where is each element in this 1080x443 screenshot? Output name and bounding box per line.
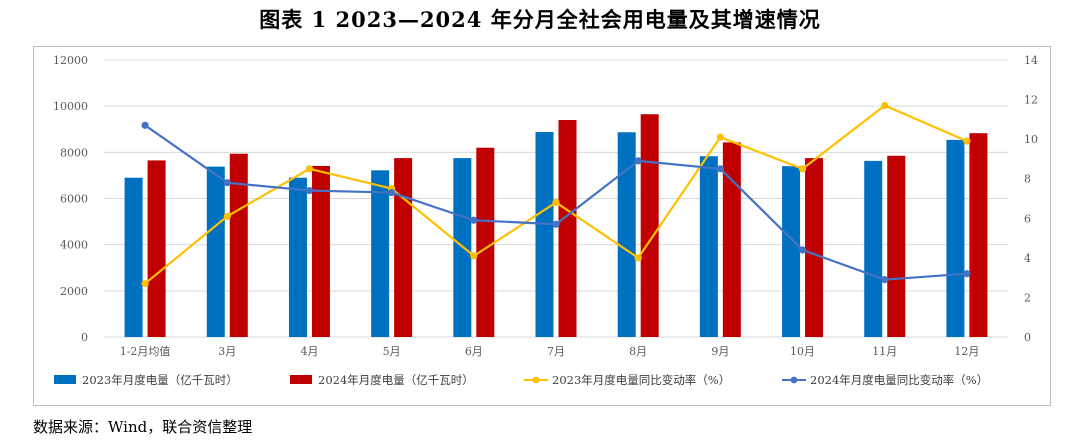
point-2023-growth	[798, 165, 807, 173]
x-tick-label: 9月	[711, 345, 729, 358]
point-2023-growth	[634, 254, 642, 262]
y-right-tick-label: 0	[1024, 331, 1031, 344]
y-right-tick-label: 10	[1024, 133, 1038, 146]
point-2023-growth	[552, 198, 560, 207]
y-right-tick-label: 6	[1024, 212, 1031, 225]
x-tick-label: 1-2月均值	[120, 345, 171, 358]
point-2023-growth	[141, 279, 149, 288]
x-tick-label: 6月	[465, 345, 483, 358]
legend-line-2023-label: 2023年月度电量同比变动率（%）	[552, 373, 730, 387]
legend-bar-2024-swatch	[290, 375, 312, 384]
point-2024-growth	[141, 121, 149, 129]
bar-2023	[371, 170, 390, 337]
point-2024-growth	[470, 216, 478, 224]
bar-2023	[617, 132, 636, 337]
y-left-tick-label: 10000	[53, 100, 88, 113]
bar-2024	[394, 158, 413, 337]
y-right-tick-label: 14	[1024, 54, 1038, 67]
x-tick-label: 8月	[629, 345, 647, 358]
bar-2023	[864, 160, 883, 337]
line-2023-growth	[144, 104, 968, 285]
bar-2024	[887, 155, 906, 337]
bar-2024	[558, 120, 577, 338]
legend-bar-2023-label: 2023年月度电量（亿千瓦时）	[82, 373, 238, 387]
point-2024-growth	[881, 276, 889, 284]
x-tick-label: 3月	[218, 345, 236, 358]
bar-2024	[147, 160, 166, 337]
y-right-tick-label: 2	[1024, 291, 1031, 304]
data-source-note: 数据来源：Wind，联合资信整理	[33, 418, 253, 436]
bar-2024	[805, 158, 824, 337]
bar-2024	[722, 142, 741, 337]
bar-2024	[640, 114, 659, 337]
bar-2023	[206, 166, 225, 337]
point-2024-growth	[223, 179, 231, 187]
bar-2023	[946, 139, 965, 337]
point-2024-growth	[552, 220, 560, 228]
bar-2024	[229, 153, 248, 337]
x-tick-label: 5月	[383, 345, 401, 358]
point-2024-growth	[634, 157, 642, 165]
bar-2023	[124, 177, 143, 337]
y-right-tick-label: 12	[1024, 94, 1038, 107]
chart-frame	[33, 46, 1051, 406]
y-left-tick-label: 6000	[60, 193, 88, 206]
point-2023-growth	[716, 133, 724, 141]
legend-line-2024-label: 2024年月度电量同比变动率（%）	[810, 373, 988, 387]
y-left-tick-label: 2000	[60, 285, 88, 298]
y-left-tick-label: 12000	[53, 54, 88, 67]
point-2023-growth	[881, 101, 889, 110]
y-left-tick-label: 4000	[60, 239, 88, 252]
point-2024-growth	[716, 165, 724, 173]
bar-2023	[288, 177, 307, 337]
bar-2023	[699, 156, 718, 337]
bar-2024	[311, 165, 330, 337]
chart-title: 图表 1 2023—2024 年分月全社会用电量及其增速情况	[259, 7, 821, 32]
point-2024-growth	[798, 246, 807, 254]
legend-line-2023-marker	[532, 376, 540, 384]
y-right-tick-label: 8	[1024, 173, 1031, 186]
bar-2023	[535, 132, 554, 337]
point-2023-growth	[223, 212, 231, 220]
point-2024-growth	[305, 186, 314, 195]
point-2023-growth	[470, 252, 478, 260]
x-tick-label: 12月	[954, 345, 979, 358]
point-2024-growth	[963, 270, 971, 278]
legend-bar-2023-swatch	[54, 375, 76, 384]
y-right-tick-label: 4	[1024, 252, 1031, 265]
x-tick-label: 10月	[790, 345, 815, 358]
x-tick-label: 7月	[547, 345, 565, 358]
legend-line-2024-marker	[790, 376, 798, 384]
bar-2024	[476, 147, 495, 337]
bar-2024	[969, 133, 988, 337]
point-2023-growth	[963, 137, 971, 145]
point-2023-growth	[305, 165, 314, 173]
y-left-tick-label: 8000	[60, 146, 88, 159]
point-2024-growth	[388, 188, 396, 197]
y-left-tick-label: 0	[81, 331, 88, 344]
bar-2023	[782, 166, 801, 337]
x-tick-label: 11月	[872, 345, 897, 358]
legend-bar-2024-label: 2024年月度电量（亿千瓦时）	[318, 373, 474, 387]
x-tick-label: 4月	[300, 345, 318, 358]
